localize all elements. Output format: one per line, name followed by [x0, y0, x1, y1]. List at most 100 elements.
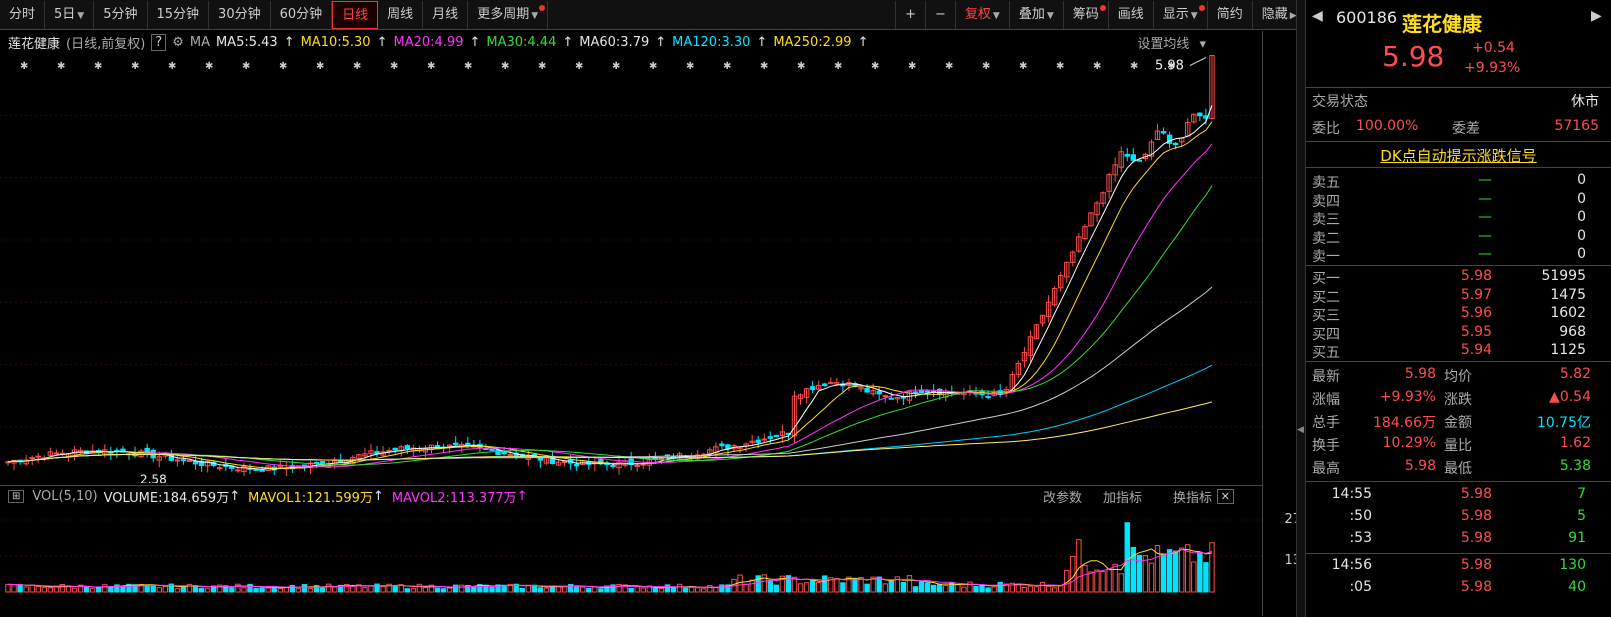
volume-bar	[652, 587, 659, 593]
candle-body	[277, 465, 283, 468]
gear-icon[interactable]: ⚙	[172, 34, 184, 50]
buy-price: 5.94	[1460, 342, 1492, 358]
display-button[interactable]: 显示 ▼	[1152, 1, 1207, 29]
volume-bar	[616, 583, 622, 593]
stat-key-2: 量比	[1444, 438, 1472, 454]
stat-key-2: 金额	[1444, 415, 1472, 431]
next-stock-icon[interactable]: ▶	[1591, 8, 1602, 24]
candle-body	[156, 456, 162, 461]
tick-time: :50	[1349, 508, 1372, 524]
collapse-icon[interactable]: ⊞	[8, 490, 25, 503]
volume-bar	[803, 582, 810, 593]
tab-5min[interactable]: 5分钟	[94, 0, 148, 29]
buy-level-label: 买一	[1312, 271, 1340, 287]
tab-30min[interactable]: 30分钟	[209, 0, 271, 29]
prev-stock-icon[interactable]: ◀	[1312, 8, 1323, 24]
volume-bar	[23, 586, 29, 593]
volume-bar	[204, 588, 211, 593]
candle-body	[864, 388, 870, 393]
volume-bar	[1045, 585, 1052, 593]
volume-bar	[350, 585, 356, 593]
buy-volume: 968	[1559, 323, 1586, 340]
close-icon[interactable]: ✕	[1216, 489, 1234, 504]
tab-more-periods[interactable]: 更多周期 ▼	[468, 0, 549, 29]
volume-bar	[1179, 547, 1185, 593]
volume-bar	[211, 585, 217, 593]
tab-60min[interactable]: 60分钟	[271, 0, 333, 29]
overlay-button[interactable]: 叠加 ▼	[1008, 1, 1063, 29]
buy-level-label: 买三	[1312, 308, 1340, 324]
candle-body	[446, 444, 453, 447]
candlestick-chart[interactable]: ✱ ✱ ✱ ✱ ✱ ✱ ✱ ✱ ✱ ✱ ✱ ✱ ✱ ✱ ✱ ✱ ✱ ✱ ✱ ✱ ✱ ✱ ✱ ✱ ✱ ✱ ✱ ✱ ✱ ✱ ✱ ✱ 5.98 2.58	[0, 53, 1262, 483]
volume-bar	[434, 587, 441, 593]
ma-indicator-bar: 莲花健康 (日线,前复权) ? ⚙ MA MA5:5.43 ↑ MA10:5.30…	[0, 31, 1262, 53]
volume-chart[interactable]	[0, 507, 1262, 602]
add-indicator-button[interactable]: 加指标	[1102, 491, 1142, 506]
switch-indicator-button[interactable]: 换指标	[1172, 491, 1212, 506]
help-button[interactable]: ?	[151, 33, 167, 51]
volume-bar	[773, 584, 780, 593]
signal-marker: ✱	[242, 61, 250, 72]
volume-bar	[1027, 585, 1034, 593]
arrow-up-icon: ↑	[516, 489, 528, 504]
ma-settings-label: 设置均线	[1137, 36, 1190, 52]
tab-daily[interactable]: 日线	[332, 0, 379, 29]
panel-divider[interactable]: ◀	[1296, 0, 1306, 617]
volume-bar	[277, 588, 283, 593]
tick-time: :05	[1349, 579, 1372, 595]
adjust-button[interactable]: 复权 ▼	[954, 1, 1009, 29]
volume-bar	[368, 585, 374, 593]
volume-bar	[174, 588, 181, 593]
edit-params-button[interactable]: 改参数	[1042, 491, 1082, 506]
volume-bar	[1076, 539, 1082, 593]
candle-body	[362, 453, 368, 457]
candle-body	[985, 396, 991, 399]
volume-bar	[410, 588, 417, 593]
volume-bar	[1136, 554, 1143, 593]
buy-volume: 1125	[1550, 342, 1586, 358]
volume-bar	[338, 584, 344, 593]
tab-fenshi[interactable]: 分时	[0, 0, 46, 29]
tab-monthly[interactable]: 月线	[423, 0, 469, 29]
volume-bar	[1021, 587, 1028, 593]
high-price-annotation: 5.98	[1155, 58, 1184, 73]
ma-settings-button[interactable]: 设置均线 ▾	[1137, 36, 1206, 52]
volume-bar	[701, 588, 707, 593]
candle-body	[489, 448, 495, 451]
tab-15min[interactable]: 15分钟	[148, 0, 210, 29]
signal-marker: ✱	[20, 61, 28, 72]
buy-level-label: 买二	[1312, 289, 1340, 306]
candle-body	[561, 461, 568, 464]
simple-button[interactable]: 简约	[1206, 1, 1252, 29]
tab-5day[interactable]: 5日 ▼	[45, 0, 95, 29]
signal-marker: ✱	[353, 61, 361, 72]
zoom-out-button[interactable]: −	[924, 1, 955, 29]
volume-bar	[688, 586, 695, 593]
stat-value-2: ▲0.54	[1549, 389, 1591, 405]
notification-dot	[539, 4, 546, 11]
chips-label: 筹码	[1072, 7, 1099, 22]
signal-marker: ✱	[279, 61, 287, 72]
volume-bar	[1003, 583, 1009, 593]
candle-body	[301, 464, 308, 467]
volume-bar	[943, 585, 949, 593]
price-change: +0.54	[1472, 40, 1515, 56]
stat-value: 10.29%	[1382, 435, 1436, 451]
overlay-label: 叠加	[1018, 7, 1045, 22]
candle-body	[507, 453, 513, 456]
chips-button[interactable]: 筹码	[1062, 1, 1108, 29]
stat-value: 5.98	[1404, 366, 1436, 382]
volume-bar	[604, 585, 610, 593]
volume-bar	[592, 586, 598, 593]
display-label: 显示	[1162, 7, 1189, 22]
volume-bar	[937, 583, 943, 593]
draw-button[interactable]: 画线	[1107, 1, 1153, 29]
dk-signal-link[interactable]: DK点自动提示涨跌信号	[1380, 147, 1537, 165]
sell-volume: 0	[1577, 246, 1586, 262]
zoom-in-button[interactable]: +	[895, 1, 925, 29]
volume-bar	[1130, 546, 1136, 593]
tab-weekly[interactable]: 周线	[378, 0, 424, 29]
signal-marker: ✱	[1130, 61, 1138, 72]
volume-bar	[1203, 562, 1209, 593]
candle-body	[616, 461, 622, 469]
